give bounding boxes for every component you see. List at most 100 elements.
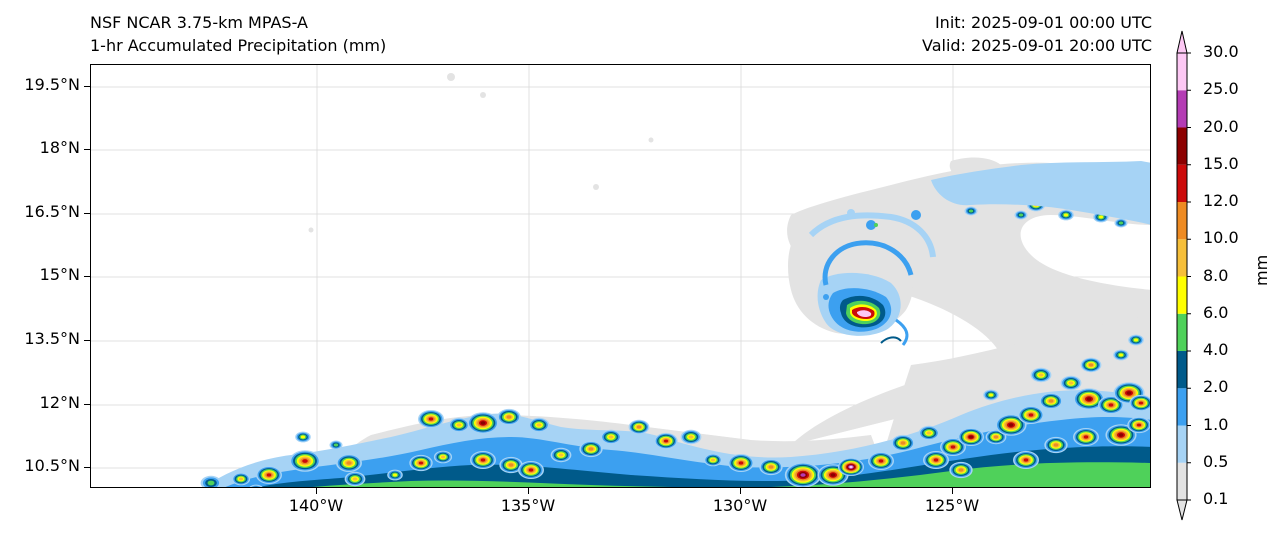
rain-cell xyxy=(636,425,642,429)
lat-tick xyxy=(84,86,90,87)
rain-cell xyxy=(608,435,614,439)
colorbar-level-label: 4.0 xyxy=(1203,340,1229,359)
rain-cell xyxy=(968,209,974,213)
lon-label-125w: 125°W xyxy=(924,496,980,515)
rain-cell xyxy=(768,465,774,469)
rain-cell xyxy=(1088,363,1094,367)
colorbar-level-label: 2.0 xyxy=(1203,377,1229,397)
lon-label-130w: 130°W xyxy=(712,496,768,515)
lon-label-140w: 140°W xyxy=(288,496,344,515)
colorbar-level-label: 25.0 xyxy=(1203,79,1239,99)
rain-cell xyxy=(933,458,939,462)
rain-cell xyxy=(738,461,744,465)
colorbar-level-label: 0.1 xyxy=(1203,489,1229,508)
rain-cell xyxy=(588,447,594,451)
rain-cell xyxy=(688,435,694,439)
rain-cell xyxy=(238,477,244,481)
rain-cell xyxy=(663,439,669,443)
rain-cell xyxy=(1118,353,1124,357)
rain-cell xyxy=(1083,435,1089,439)
colorbar-swatch xyxy=(1177,313,1187,351)
rain-cell xyxy=(1038,373,1044,377)
rain-cell xyxy=(1098,215,1104,219)
rain-cell xyxy=(1133,338,1139,342)
rain-cell xyxy=(418,461,424,465)
rain-cell xyxy=(1068,381,1074,385)
northeast-rain-band xyxy=(931,161,1150,225)
rain-cell xyxy=(1018,213,1024,217)
rain-cell xyxy=(878,459,884,463)
lat-label-13-5n: 13.5°N xyxy=(24,329,80,348)
rain-cell xyxy=(1023,458,1029,462)
rain-cell xyxy=(993,435,999,439)
rain-cell xyxy=(1136,423,1142,427)
rain-cell xyxy=(1028,413,1034,417)
lat-tick xyxy=(84,467,90,468)
colorbar-swatch xyxy=(1177,276,1187,314)
rain-cell xyxy=(1048,399,1054,403)
colorbar-level-label: 12.0 xyxy=(1203,191,1239,210)
colorbar-swatch xyxy=(1177,425,1187,463)
colorbar-extend-max xyxy=(1176,30,1188,54)
rain-cell xyxy=(480,421,486,425)
rain-cell xyxy=(988,393,994,397)
colorbar-swatch xyxy=(1177,53,1187,91)
valid-time: Valid: 2025-09-01 20:00 UTC xyxy=(921,36,1152,55)
colorbar-level-label: 0.5 xyxy=(1203,451,1229,471)
storm-core xyxy=(788,209,936,346)
rain-cell xyxy=(346,461,352,465)
colorbar-level-label: 30.0 xyxy=(1203,42,1239,61)
model-title: NSF NCAR 3.75-km MPAS-A xyxy=(90,13,308,32)
lon-label-135w: 135°W xyxy=(500,496,556,515)
convective-cells xyxy=(200,162,1150,487)
colorbar-swatch xyxy=(1177,127,1187,165)
lon-tick xyxy=(316,488,317,494)
rain-cell xyxy=(253,486,259,487)
rain-cell xyxy=(710,458,716,462)
rain-cell xyxy=(300,435,306,439)
rain-cell xyxy=(352,477,358,481)
rain-cell xyxy=(1118,221,1124,225)
lat-label-10-5n: 10.5°N xyxy=(24,456,80,475)
colorbar-swatch xyxy=(1177,351,1187,389)
lat-tick xyxy=(84,340,90,341)
lat-tick xyxy=(84,149,90,150)
colorbar-level-label: 6.0 xyxy=(1203,302,1229,322)
rain-cell xyxy=(480,458,486,462)
rain-cell xyxy=(506,415,512,419)
init-time: Init: 2025-09-01 00:00 UTC xyxy=(934,13,1152,32)
rain-cell xyxy=(440,455,446,459)
rain-cell xyxy=(392,473,398,477)
rain-cell xyxy=(1008,423,1014,427)
colorbar-level-label: 1.0 xyxy=(1203,414,1229,434)
field-title: 1-hr Accumulated Precipitation (mm) xyxy=(90,36,387,55)
lat-label-12n: 12°N xyxy=(39,393,80,412)
colorbar-swatch xyxy=(1177,239,1187,277)
colorbar-level-label: 20.0 xyxy=(1203,116,1239,136)
rain-cell xyxy=(207,480,215,486)
rain-cell xyxy=(1108,403,1114,407)
lon-tick xyxy=(528,488,529,494)
rain-cell xyxy=(968,435,974,439)
rain-cell xyxy=(926,431,932,435)
rain-cell xyxy=(333,443,339,447)
colorbar-extend-min xyxy=(1176,499,1188,521)
rain-cell xyxy=(900,441,906,445)
lat-tick xyxy=(84,404,90,405)
colorbar-swatch xyxy=(1177,90,1187,128)
lat-label-18n: 18°N xyxy=(39,138,80,157)
lat-tick xyxy=(84,276,90,277)
rain-cell xyxy=(428,417,434,421)
rain-cell xyxy=(1053,443,1059,447)
colorbar xyxy=(1176,30,1191,521)
colorbar-level-label: 10.0 xyxy=(1203,228,1239,248)
colorbar-swatch xyxy=(1177,202,1187,240)
rain-cell xyxy=(302,459,308,463)
rain-cell xyxy=(950,445,956,449)
rain-cell xyxy=(508,463,514,467)
rain-cell xyxy=(456,423,462,427)
lat-tick xyxy=(84,213,90,214)
lon-tick xyxy=(952,488,953,494)
lat-label-16-5n: 16.5°N xyxy=(24,202,80,221)
rain-cell xyxy=(536,423,542,427)
